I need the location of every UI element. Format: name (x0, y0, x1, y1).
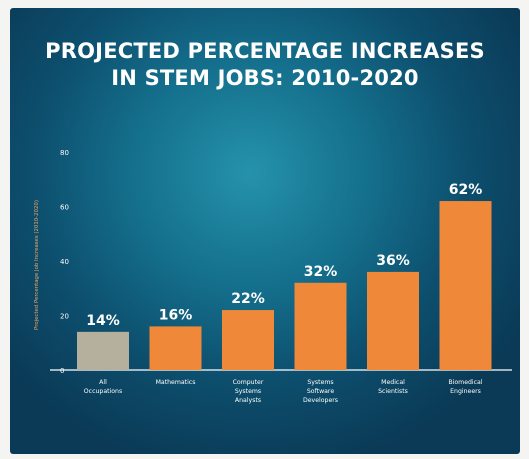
bar (439, 201, 492, 370)
x-tick-label: Systems Software Developers (303, 379, 338, 404)
x-tick-label-line: Occupations (84, 388, 122, 395)
data-label: 16% (159, 307, 193, 323)
chart-title: PROJECTED PERCENTAGE INCREASES IN STEM J… (45, 39, 485, 90)
x-tick-label-line: Engineers (450, 388, 481, 395)
bar (222, 310, 274, 370)
bar-chart: Projected Percentage Job Increases (2010… (34, 149, 512, 404)
x-tick-label: Mathematics (156, 379, 196, 386)
x-tick-label-line: All (99, 379, 107, 386)
y-tick-label: 60 (60, 204, 69, 212)
bar (294, 282, 347, 370)
x-tick-label-line: Software (307, 388, 334, 395)
y-tick-label: 20 (60, 313, 69, 321)
x-tick-label: Computer Systems Analysts (233, 379, 264, 404)
x-tick-label: Biomedical Engineers (448, 379, 482, 395)
x-tick-label-line: Biomedical (448, 379, 482, 386)
bar (149, 326, 202, 370)
x-tick-label-line: Systems (307, 379, 333, 386)
y-tick-label: 0 (60, 367, 64, 375)
bar (77, 331, 129, 370)
data-label: 62% (449, 182, 483, 198)
y-axis-title: Projected Percentage Job Increases (2010… (34, 200, 40, 330)
data-label: 32% (304, 264, 338, 280)
x-tick-label: Medical Scientists (378, 379, 408, 395)
x-tick-label-line: Scientists (378, 388, 408, 395)
x-tick-label: All Occupations (84, 379, 122, 395)
bar (367, 271, 419, 370)
x-tick-label-line: Mathematics (156, 379, 196, 386)
x-tick-label-line: Developers (303, 397, 338, 404)
data-label: 14% (86, 313, 120, 329)
data-label: 22% (231, 291, 265, 307)
x-tick-label-line: Systems (235, 388, 261, 395)
chart-panel: PROJECTED PERCENTAGE INCREASES IN STEM J… (10, 8, 520, 454)
data-label: 36% (376, 253, 410, 269)
x-tick-label-line: Analysts (235, 397, 261, 404)
x-tick-label-line: Medical (381, 379, 405, 386)
y-tick-label: 40 (60, 258, 69, 266)
x-tick-label-line: Computer (233, 379, 264, 386)
y-tick-label: 80 (60, 149, 69, 157)
